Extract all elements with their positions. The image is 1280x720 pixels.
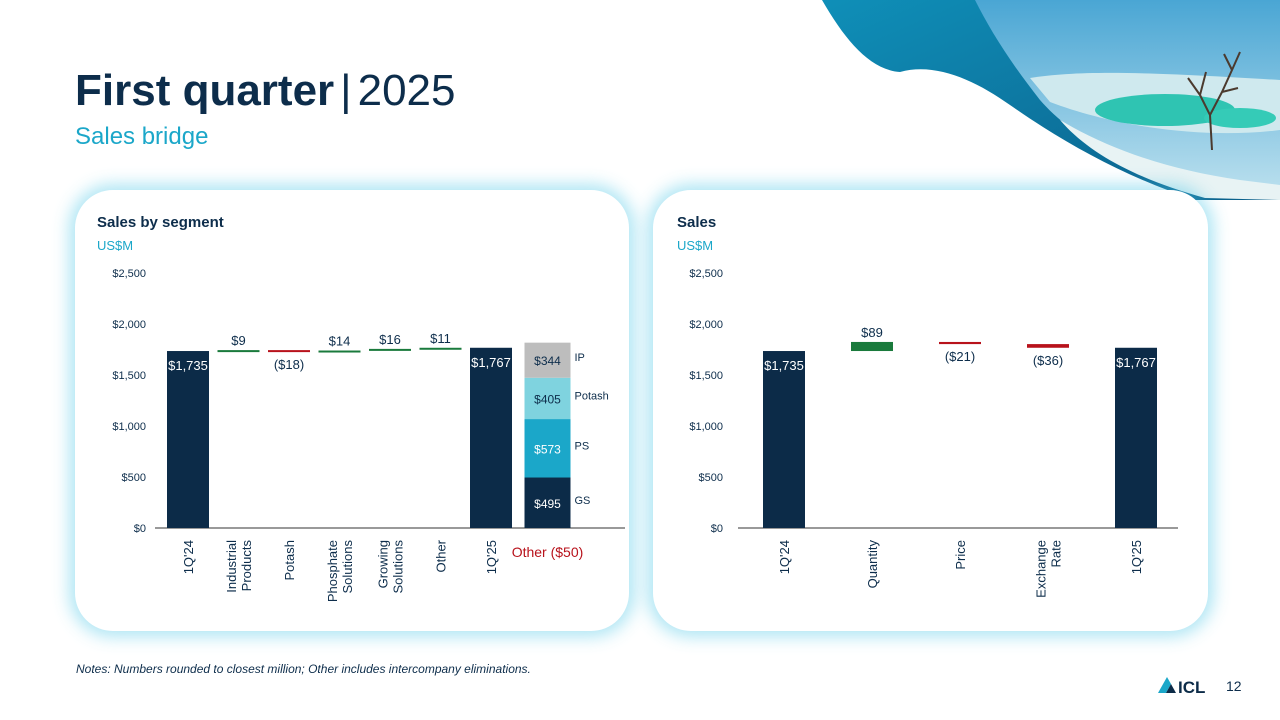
data-label: $89 — [861, 325, 883, 340]
x-tick-label: Price — [953, 540, 968, 570]
data-label: ($18) — [274, 357, 304, 372]
breakdown-segment-name: PS — [575, 440, 590, 452]
data-label: $16 — [379, 332, 401, 347]
data-label: $9 — [231, 333, 245, 348]
bar-quantity — [851, 341, 893, 352]
page-number: 12 — [1226, 678, 1242, 694]
bar-1q-25 — [1115, 347, 1157, 528]
breakdown-segment-gs — [524, 477, 571, 528]
data-label: ($21) — [945, 349, 975, 364]
title-main: First quarter — [75, 66, 335, 115]
breakdown-segment-name: IP — [575, 352, 585, 364]
breakdown-segment-name: GS — [575, 495, 591, 507]
y-tick-label: $0 — [711, 523, 723, 535]
y-tick-label: $1,000 — [689, 421, 723, 433]
y-tick-label: $1,000 — [112, 421, 146, 433]
bar-industrial-products — [217, 350, 260, 353]
sales-chart: Sales US$M $0 $500 $1,000 $1,500 $2,000 $2,500 $… — [677, 214, 1178, 598]
y-tick-label: $500 — [122, 472, 146, 484]
bar-1q-24 — [167, 351, 209, 528]
data-label: ($36) — [1033, 353, 1063, 368]
sales-by-segment-chart: Sales by segment US$M $0 $500 $1,000 $1,500 $2… — [97, 214, 625, 603]
sales-by-segment-panel: Sales by segment US$M $0 $500 $1,000 $1,500 $2… — [75, 190, 629, 631]
chart-title: Sales by segment — [97, 214, 224, 231]
data-label: $14 — [329, 334, 351, 349]
data-label: $1,735 — [764, 358, 804, 373]
tree-illustration — [1187, 51, 1241, 151]
title-year: 2025 — [357, 66, 456, 115]
chart-unit: US$M — [97, 238, 133, 253]
bar-price — [939, 341, 981, 345]
x-tick-label: Potash — [282, 540, 297, 580]
page-subtitle: Sales bridge — [75, 123, 209, 150]
x-tick-label: PhosphateSolutions — [325, 540, 355, 603]
y-tick-label: $1,500 — [689, 370, 723, 382]
title-separator: | — [340, 66, 352, 115]
x-tick-label: 1Q'25 — [484, 540, 499, 574]
breakdown-segment-ip — [524, 342, 571, 378]
x-tick-label: 1Q'24 — [777, 540, 792, 574]
bar-growing-solutions — [369, 348, 411, 351]
x-tick-label: Other — [434, 539, 449, 572]
breakdown-value-label: $344 — [534, 354, 561, 368]
data-label: $1,735 — [168, 358, 208, 373]
x-tick-label: ExchangeRate — [1034, 540, 1064, 598]
breakdown-value-label: $573 — [534, 442, 561, 456]
breakdown-segment-ps — [524, 419, 571, 478]
bar-phosphate-solutions — [318, 350, 361, 353]
chart-unit: US$M — [677, 238, 713, 253]
x-tick-label: GrowingSolutions — [376, 540, 406, 594]
y-tick-label: $500 — [699, 472, 723, 484]
x-tick-label: IndustrialProducts — [224, 540, 254, 593]
y-tick-label: $2,000 — [689, 319, 723, 331]
x-tick-label: 1Q'24 — [181, 540, 196, 574]
data-label: $11 — [430, 331, 451, 346]
bar-1q-24 — [763, 351, 805, 528]
bar-other — [419, 347, 462, 350]
footnote: Notes: Numbers rounded to closest millio… — [76, 662, 531, 676]
breakdown-segment-name: Potash — [575, 390, 609, 402]
sales-panel: Sales US$M $0 $500 $1,000 $1,500 $2,000 $2,500 $… — [653, 190, 1208, 631]
bar-potash — [268, 350, 310, 353]
chart-title: Sales — [677, 214, 716, 231]
breakdown-value-label: $405 — [534, 392, 561, 406]
x-tick-label: Quantity — [865, 540, 880, 589]
y-tick-label: $2,500 — [112, 268, 146, 280]
breakdown-segment-potash — [524, 377, 571, 420]
data-label: $1,767 — [471, 355, 511, 370]
y-tick-label: $2,500 — [689, 268, 723, 280]
breakdown-value-label: $495 — [534, 497, 561, 511]
header-photo — [822, 0, 1280, 200]
data-label: $1,767 — [1116, 355, 1156, 370]
icl-logo: ICL — [1158, 677, 1205, 697]
y-tick-label: $2,000 — [112, 319, 146, 331]
y-tick-label: $1,500 — [112, 370, 146, 382]
bar-exchange-rate — [1027, 344, 1069, 348]
y-tick-label: $0 — [134, 523, 146, 535]
page-title: First quarter | 2025 — [75, 66, 456, 116]
logo-text: ICL — [1178, 678, 1205, 697]
x-tick-label: 1Q'25 — [1129, 540, 1144, 574]
bar-1q-25 — [470, 347, 512, 528]
breakdown-category-label: Other ($50) — [512, 544, 584, 560]
